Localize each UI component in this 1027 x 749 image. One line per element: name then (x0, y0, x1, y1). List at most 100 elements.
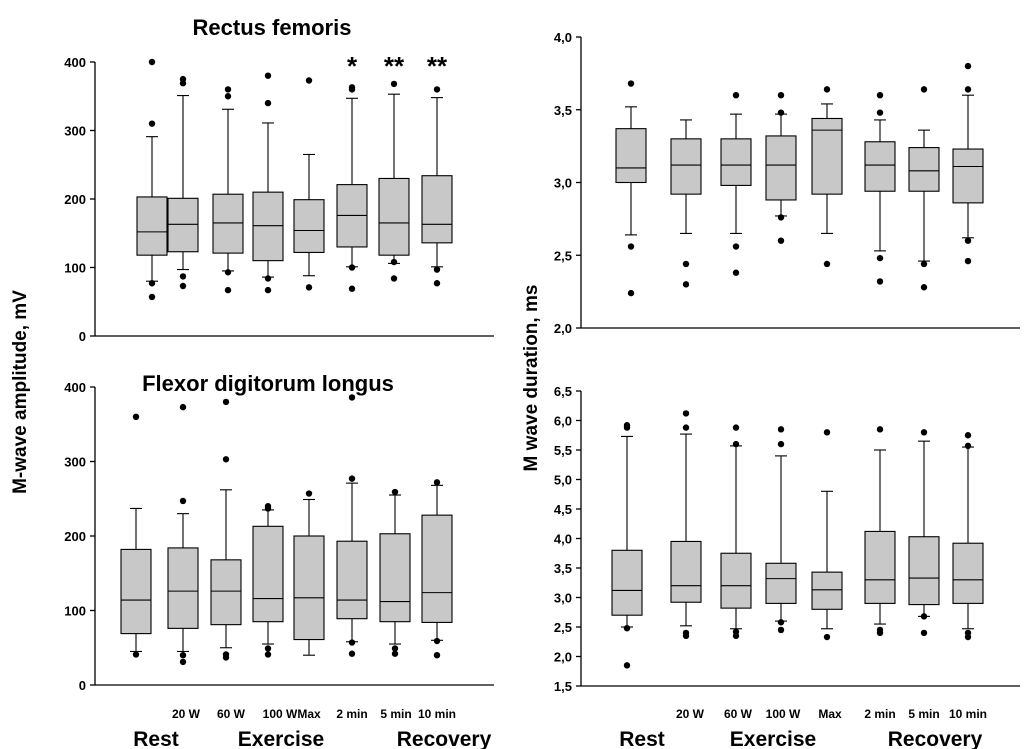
box-10-min (952, 432, 984, 641)
y-tick-label: 200 (64, 192, 86, 207)
outlier-point (433, 479, 441, 486)
group-label-exercise-left: Exercise (238, 728, 324, 749)
y-tick-label: 2,5 (554, 620, 572, 635)
box-rest (615, 80, 647, 297)
y-tick-label: 3,0 (554, 176, 572, 191)
iqr-box (952, 148, 984, 204)
outlier-point (876, 626, 884, 634)
box-60-w (210, 398, 242, 661)
outlier-point (179, 75, 187, 83)
y-tick-label: 3,5 (554, 103, 572, 118)
outlier-point (964, 62, 972, 70)
outlier-point (682, 410, 690, 417)
outlier-point (224, 93, 232, 100)
outlier-point (777, 626, 785, 634)
outlier-point (391, 650, 399, 657)
outlier-point (433, 266, 441, 273)
y-tick-label: 6,5 (554, 384, 572, 399)
outlier-point (222, 651, 230, 658)
title-flexor-digitorum-longus: Flexor digitorum longus (142, 371, 394, 396)
box-10-min (952, 62, 984, 265)
outlier-point (623, 624, 631, 632)
y-tick-label: 300 (64, 124, 86, 139)
group-label-recovery-left: Recovery (397, 728, 492, 749)
outlier-point (777, 109, 785, 116)
outlier-point (823, 429, 831, 436)
outlier-point (823, 633, 831, 641)
outlier-point (732, 628, 740, 635)
iqr-box (421, 175, 453, 244)
x-tick-label: 5 min (380, 707, 411, 721)
outlier-point (222, 398, 230, 406)
iqr-box (167, 547, 199, 629)
outlier-point (777, 92, 785, 99)
outlier-point (777, 214, 785, 221)
outlier-point (264, 275, 272, 282)
outlier-point (777, 619, 785, 626)
significance-marker: ** (384, 51, 405, 81)
outlier-point (179, 658, 187, 666)
box-10-min (421, 86, 453, 287)
outlier-point (305, 284, 313, 291)
iqr-box (252, 191, 284, 262)
x-tick-label: 10 min (949, 707, 987, 721)
iqr-box (952, 542, 984, 604)
outlier-point (964, 442, 972, 450)
outlier-point (348, 285, 356, 292)
outlier-point (132, 651, 140, 658)
outlier-point (224, 86, 232, 93)
outlier-point (148, 120, 156, 127)
outlier-point (264, 503, 272, 510)
box-rest (136, 58, 168, 301)
outlier-point (777, 426, 785, 433)
y-tick-label: 0 (79, 329, 86, 344)
outlier-point (732, 440, 740, 448)
panel-duration-top: 2,0 2,5 3,0 3,5 4,0 (554, 30, 1020, 336)
outlier-point (682, 629, 690, 637)
outlier-point (920, 284, 928, 291)
box-rest (120, 413, 152, 658)
iqr-box (378, 177, 410, 256)
group-label-rest-right: Rest (619, 728, 665, 749)
outlier-point (964, 257, 972, 265)
outlier-point (964, 629, 972, 637)
box-2-min (864, 92, 896, 285)
outlier-point (179, 273, 187, 280)
box-100-w (252, 72, 284, 294)
outlier-point (224, 269, 232, 276)
y-tick-label: 400 (64, 55, 86, 70)
y-tick-label: 3,5 (554, 561, 572, 576)
outlier-point (777, 237, 785, 244)
outlier-point (777, 440, 785, 448)
y-tick-label: 400 (64, 380, 86, 395)
outlier-point (305, 77, 313, 84)
iqr-box (210, 559, 242, 626)
iqr-box (336, 540, 368, 620)
y-tick-label: 2,5 (554, 248, 572, 263)
outlier-point (348, 650, 356, 657)
iqr-box (611, 549, 643, 616)
y-tick-label: 4,0 (554, 30, 572, 45)
group-label-rest-left: Rest (133, 728, 179, 749)
x-tick-label: Max (818, 707, 842, 721)
outlier-point (876, 92, 884, 99)
outlier-point (682, 260, 690, 268)
box-100-w (765, 92, 797, 244)
x-tick-label: 20 W (676, 707, 705, 721)
y-tick-label: 5,5 (554, 443, 572, 458)
box-5-min (379, 488, 411, 657)
outlier-point (627, 289, 635, 297)
iqr-box (615, 128, 647, 184)
outlier-point (348, 264, 356, 271)
box-10-min (421, 479, 453, 659)
box-60-w (720, 424, 752, 640)
significance-marker: ** (427, 51, 448, 81)
box-2-min (864, 426, 896, 637)
outlier-point (264, 651, 272, 658)
outlier-point (224, 286, 232, 294)
x-tick-label: 5 min (908, 707, 939, 721)
outlier-point (390, 258, 398, 266)
outlier-point (179, 403, 187, 411)
